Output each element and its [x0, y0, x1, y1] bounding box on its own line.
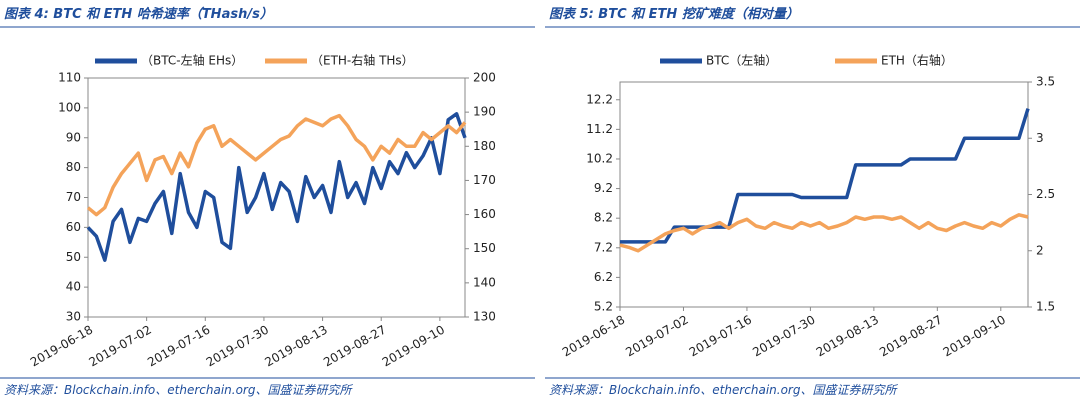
y-tick-label: 12.2: [586, 92, 613, 106]
y-tick-label: 7.2: [594, 240, 613, 254]
y-tick-label: 70: [66, 190, 81, 204]
legend-label: ETH（右轴）: [881, 53, 953, 68]
y2-tick-label: 150: [473, 241, 496, 255]
x-tick-label: 2019-08-13: [814, 313, 881, 360]
y2-tick-label: 180: [473, 139, 496, 153]
y-tick-label: 9.2: [594, 181, 613, 195]
y-tick-label: 100: [58, 100, 81, 114]
x-tick-label: 2019-07-16: [687, 313, 754, 360]
y-tick-label: 11.2: [586, 122, 613, 136]
plot-frame: [619, 81, 1029, 308]
y-tick-label: 8.2: [594, 211, 613, 225]
x-tick-label: 2019-07-30: [750, 313, 817, 360]
legend-label: （BTC-左轴 EHs）: [141, 53, 243, 68]
x-tick-label: 2019-07-16: [145, 323, 212, 370]
y2-tick-label: 1.5: [1036, 300, 1055, 314]
y2-tick-label: 130: [473, 310, 496, 324]
source-note: 资料来源：Blockchain.info、etherchain.org、国盛证券…: [4, 383, 353, 397]
series-line: [86, 112, 467, 262]
y-tick-label: 90: [66, 130, 81, 144]
source-note: 资料来源：Blockchain.info、etherchain.org、国盛证券…: [549, 383, 898, 397]
x-tick-label: 2019-08-13: [262, 323, 329, 370]
y-tick-label: 80: [66, 160, 81, 174]
series-line: [619, 213, 1029, 253]
y-tick-label: 60: [66, 220, 81, 234]
legend-label: （ETH-右轴 THs）: [311, 53, 414, 68]
x-tick-label: 2019-07-02: [623, 313, 690, 360]
y2-tick-label: 3.5: [1036, 75, 1055, 89]
chart-title: 图表 5: BTC 和 ETH 挖矿难度（相对量）: [549, 6, 799, 22]
y2-tick-label: 170: [473, 173, 496, 187]
chart-title: 图表 4: BTC 和 ETH 哈希速率（THash/s）: [4, 6, 273, 22]
y2-tick-label: 160: [473, 207, 496, 221]
x-tick-label: 2019-09-10: [941, 313, 1008, 360]
y-tick-label: 5.2: [594, 300, 613, 314]
y-tick-label: 50: [66, 250, 81, 264]
y2-tick-label: 3: [1036, 131, 1044, 145]
y-tick-label: 6.2: [594, 270, 613, 284]
series-line: [620, 108, 1030, 244]
y2-tick-label: 190: [473, 105, 496, 119]
y-tick-label: 30: [66, 310, 81, 324]
x-tick-label: 2019-06-18: [28, 323, 95, 370]
series-line: [86, 113, 467, 217]
x-tick-label: 2019-07-02: [86, 323, 153, 370]
x-tick-label: 2019-08-27: [877, 313, 944, 360]
y-tick-label: 110: [58, 71, 81, 85]
x-tick-label: 2019-09-10: [380, 323, 447, 370]
y2-tick-label: 140: [473, 275, 496, 289]
y2-tick-label: 200: [473, 71, 496, 85]
x-tick-label: 2019-08-27: [321, 323, 388, 370]
y2-tick-label: 2.5: [1036, 187, 1055, 201]
legend-label: BTC（左轴）: [706, 53, 777, 68]
x-tick-label: 2019-07-30: [204, 323, 271, 370]
y-tick-label: 10.2: [586, 151, 613, 165]
y2-tick-label: 2: [1036, 243, 1044, 257]
x-tick-label: 2019-06-18: [560, 313, 627, 360]
y-tick-label: 40: [66, 280, 81, 294]
